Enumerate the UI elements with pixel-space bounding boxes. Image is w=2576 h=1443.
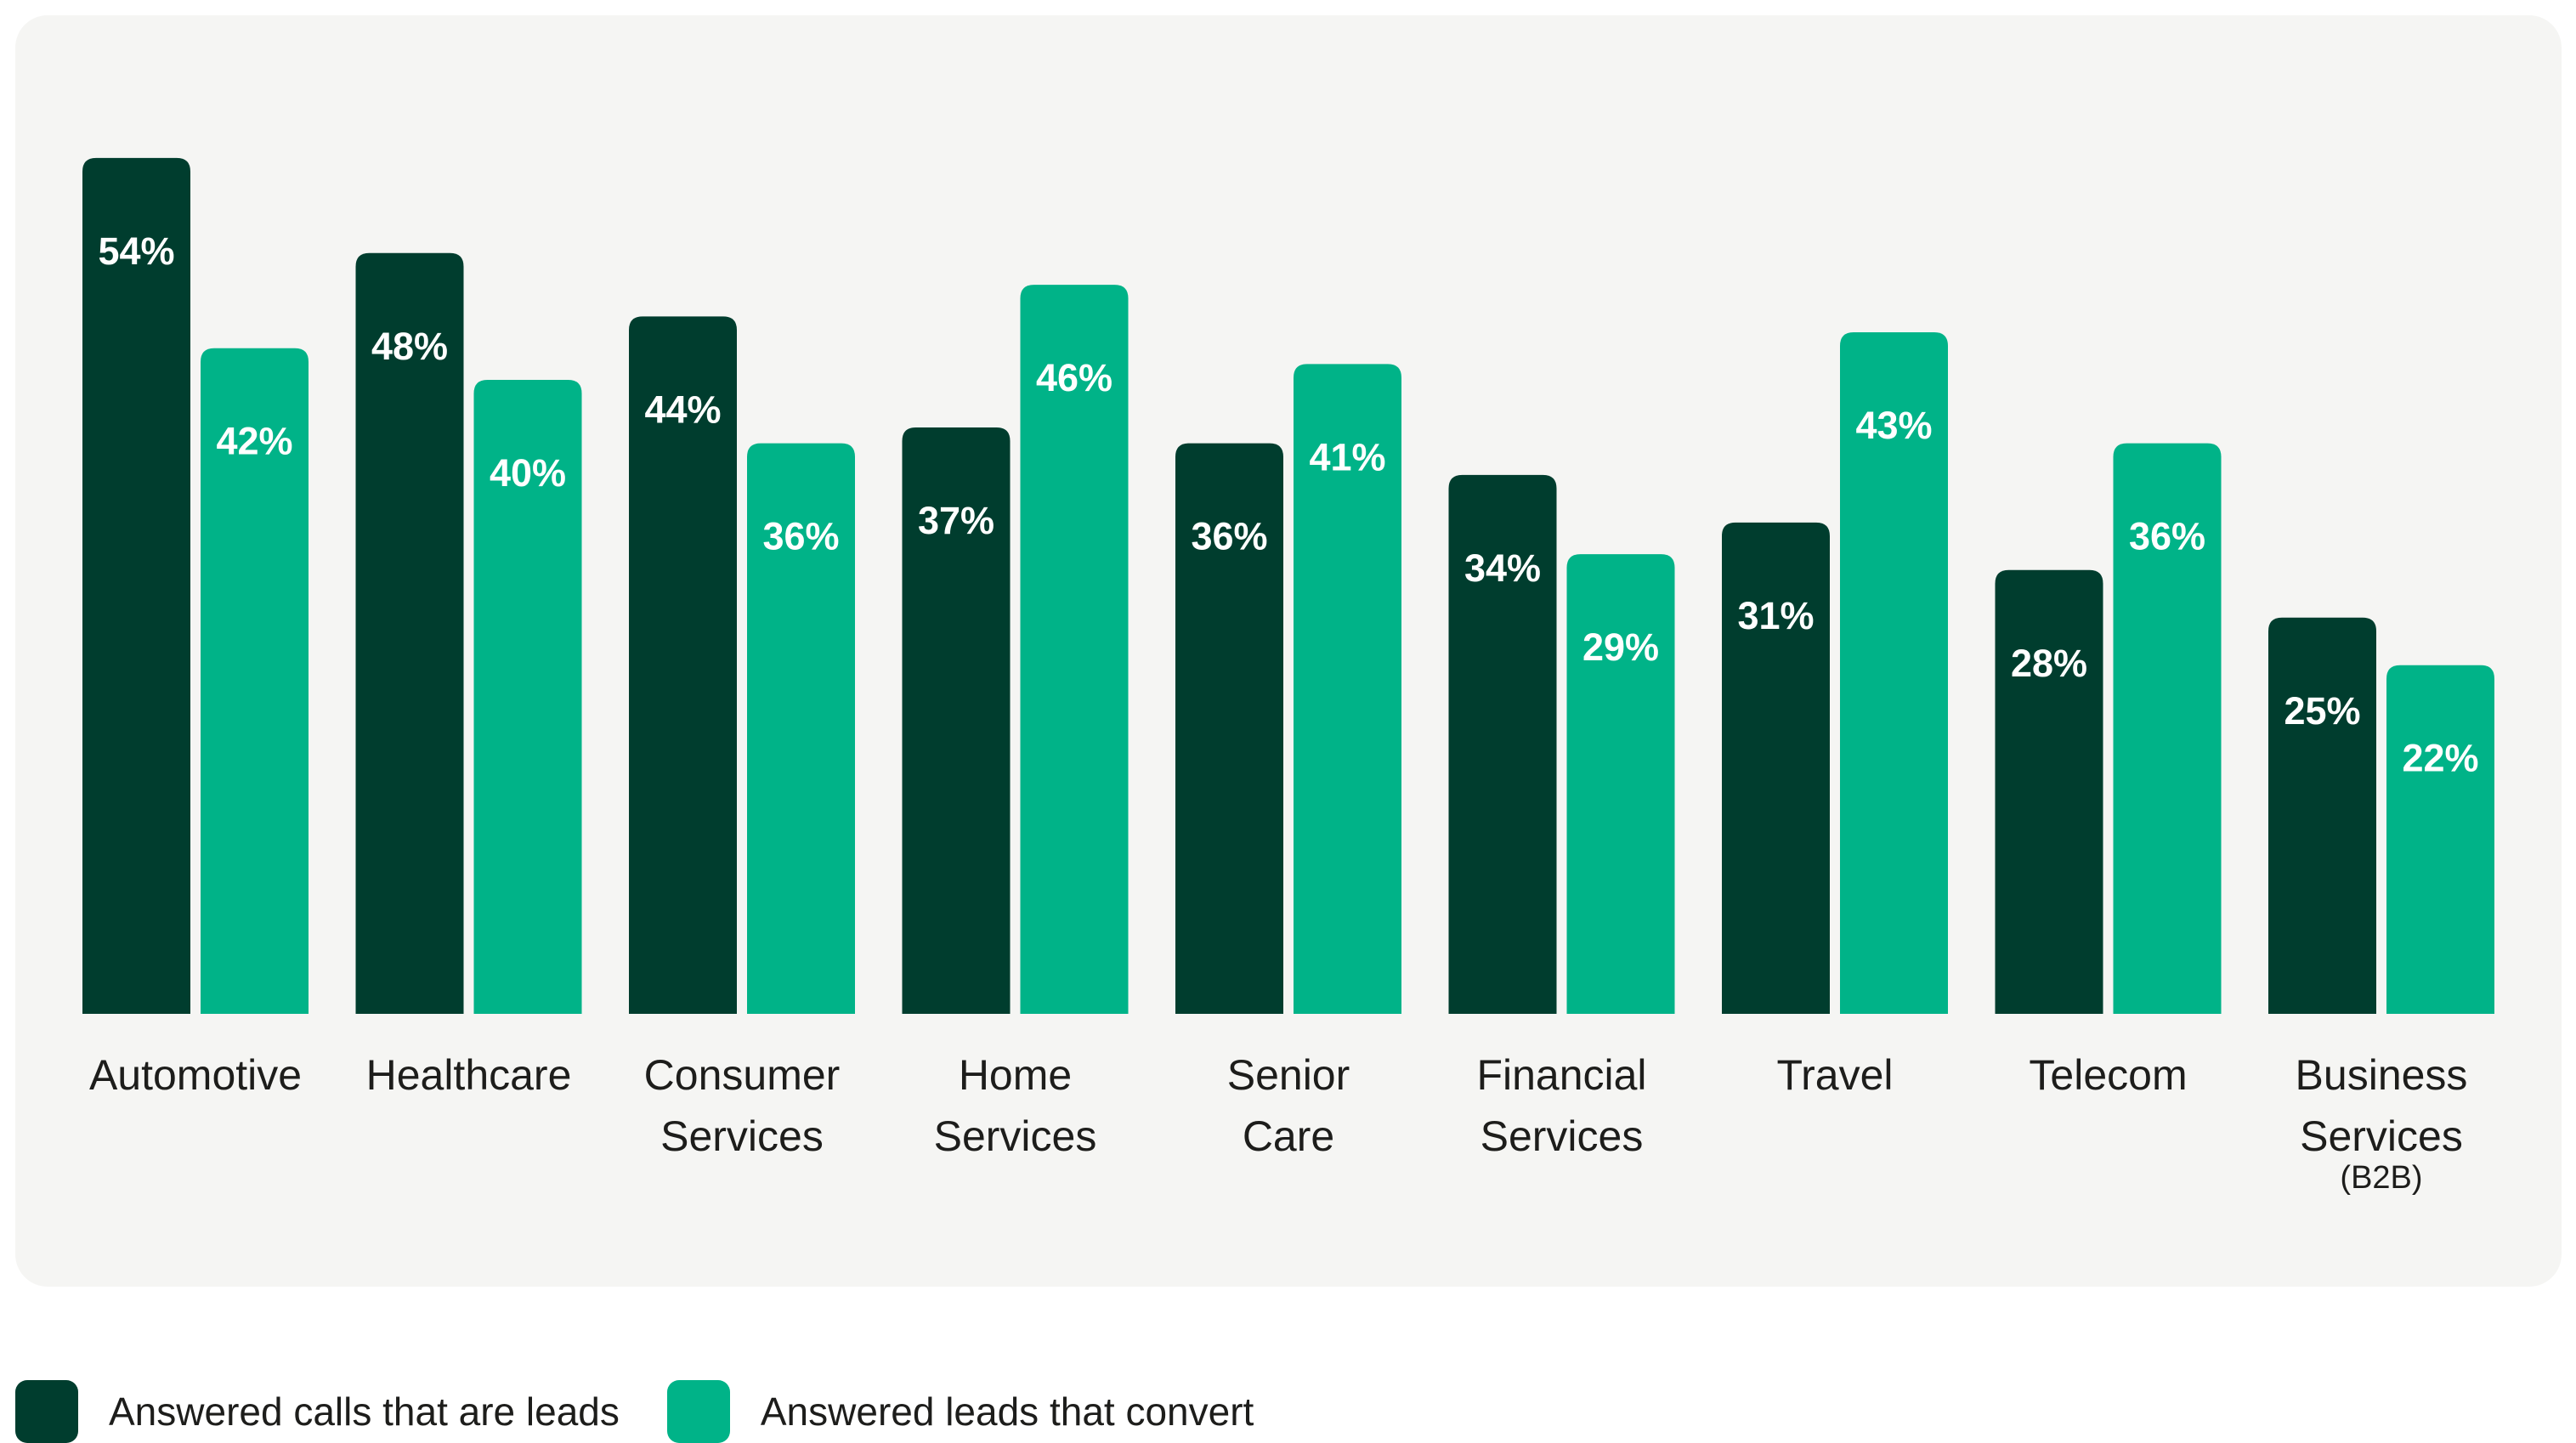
category-label-5-line-0: Financial bbox=[1476, 1051, 1646, 1099]
bar-label-leads-8: 25% bbox=[2284, 689, 2360, 733]
bar-label-convert-0: 42% bbox=[216, 420, 292, 463]
bar-label-convert-8: 22% bbox=[2402, 737, 2478, 780]
bar-label-convert-6: 43% bbox=[1855, 404, 1932, 447]
chart-panel: 54% 42% Automotive 48% 40% Healthcare 44% 36% Co… bbox=[15, 15, 2562, 1287]
bar-label-convert-3: 46% bbox=[1036, 356, 1112, 399]
bar-leads-7 bbox=[1995, 569, 2103, 1014]
category-label-1-line-0: Healthcare bbox=[366, 1051, 572, 1099]
category-label-0-line-0: Automotive bbox=[89, 1051, 302, 1099]
bar-convert-5 bbox=[1566, 554, 1675, 1014]
category-label-4-line-0: Senior bbox=[1227, 1051, 1350, 1099]
category-label-8-line-2: (B2B) bbox=[2340, 1160, 2422, 1196]
bar-leads-1 bbox=[355, 252, 464, 1014]
legend-swatch-leads bbox=[15, 1380, 78, 1443]
bar-label-convert-4: 41% bbox=[1309, 435, 1385, 478]
bar-leads-0 bbox=[82, 157, 190, 1014]
bar-leads-5 bbox=[1448, 474, 1557, 1014]
legend-item-convert: Answered leads that convert bbox=[666, 1380, 1254, 1443]
bar-convert-4 bbox=[1294, 364, 1401, 1015]
category-label-7-line-0: Telecom bbox=[2029, 1051, 2187, 1099]
legend-label-leads: Answered calls that are leads bbox=[109, 1389, 620, 1434]
category-label-5-line-1: Services bbox=[1480, 1112, 1644, 1160]
bar-label-leads-4: 36% bbox=[1191, 515, 1267, 558]
bar-leads-4 bbox=[1175, 443, 1283, 1014]
bar-label-convert-1: 40% bbox=[490, 451, 566, 495]
legend-item-leads: Answered calls that are leads bbox=[15, 1380, 620, 1443]
bar-label-convert-5: 29% bbox=[1582, 625, 1659, 669]
category-label-8-line-0: Business bbox=[2296, 1051, 2468, 1099]
category-label-8-line-1: Services bbox=[2300, 1112, 2463, 1160]
bar-leads-2 bbox=[629, 316, 737, 1014]
bar-label-leads-7: 28% bbox=[2011, 642, 2087, 685]
bar-convert-3 bbox=[1020, 285, 1129, 1015]
category-label-6-line-0: Travel bbox=[1776, 1051, 1893, 1099]
bar-label-leads-3: 37% bbox=[918, 499, 994, 542]
bar-label-leads-6: 31% bbox=[1737, 594, 1814, 637]
category-label-2-line-0: Consumer bbox=[644, 1051, 841, 1099]
bar-convert-6 bbox=[1840, 332, 1948, 1014]
legend-label-convert: Answered leads that convert bbox=[760, 1389, 1254, 1434]
bar-convert-0 bbox=[201, 348, 309, 1014]
bar-leads-6 bbox=[1722, 522, 1830, 1014]
bar-label-leads-0: 54% bbox=[98, 229, 174, 273]
bar-label-leads-5: 34% bbox=[1464, 546, 1541, 590]
bar-label-convert-7: 36% bbox=[2129, 515, 2205, 558]
bar-convert-1 bbox=[473, 380, 582, 1014]
legend: Answered calls that are leads Answered l… bbox=[15, 1380, 1301, 1443]
category-label-2-line-1: Services bbox=[660, 1112, 824, 1160]
bar-label-convert-2: 36% bbox=[762, 515, 839, 558]
legend-swatch-convert bbox=[666, 1380, 730, 1443]
bar-label-leads-2: 44% bbox=[644, 388, 721, 431]
category-label-3-line-0: Home bbox=[959, 1051, 1072, 1099]
grouped-bar-chart: 54% 42% Automotive 48% 40% Healthcare 44% 36% Co… bbox=[82, 157, 2494, 1196]
bar-convert-7 bbox=[2113, 443, 2222, 1014]
bar-label-leads-1: 48% bbox=[371, 325, 448, 368]
bar-convert-2 bbox=[747, 443, 855, 1014]
category-label-4-line-1: Care bbox=[1243, 1112, 1334, 1160]
category-label-3-line-1: Services bbox=[934, 1112, 1097, 1160]
bar-convert-8 bbox=[2386, 665, 2494, 1014]
bar-leads-3 bbox=[902, 427, 1011, 1014]
bar-leads-8 bbox=[2268, 617, 2376, 1014]
